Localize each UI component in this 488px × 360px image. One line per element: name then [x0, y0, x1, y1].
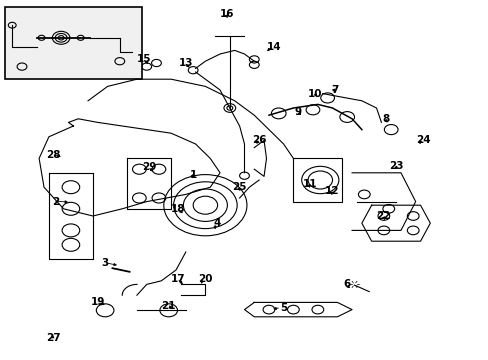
Text: 4: 4	[213, 218, 221, 228]
Text: 6: 6	[343, 279, 350, 289]
Text: 14: 14	[266, 42, 281, 52]
Text: 28: 28	[46, 150, 61, 160]
Text: 19: 19	[90, 297, 105, 307]
Text: 1: 1	[189, 170, 196, 180]
Text: 12: 12	[325, 186, 339, 196]
Text: 7: 7	[330, 85, 338, 95]
Text: 26: 26	[251, 135, 266, 145]
Text: 13: 13	[178, 58, 193, 68]
Text: 10: 10	[307, 89, 322, 99]
Text: 2: 2	[53, 197, 60, 207]
Text: 9: 9	[294, 107, 301, 117]
Text: 22: 22	[376, 211, 390, 221]
Text: 18: 18	[171, 204, 185, 214]
Text: 8: 8	[382, 114, 389, 124]
Text: 21: 21	[161, 301, 176, 311]
Text: 17: 17	[171, 274, 185, 284]
Text: 23: 23	[388, 161, 403, 171]
Text: 11: 11	[303, 179, 317, 189]
Text: 25: 25	[232, 182, 246, 192]
Bar	[5, 7, 142, 79]
Text: 3: 3	[102, 258, 108, 268]
Text: 24: 24	[415, 135, 429, 145]
Text: 16: 16	[220, 9, 234, 19]
Text: 27: 27	[46, 333, 61, 343]
Text: 29: 29	[142, 162, 156, 172]
Text: 5: 5	[280, 303, 286, 313]
Text: 20: 20	[198, 274, 212, 284]
Bar	[293, 158, 342, 202]
Text: 15: 15	[137, 54, 151, 64]
